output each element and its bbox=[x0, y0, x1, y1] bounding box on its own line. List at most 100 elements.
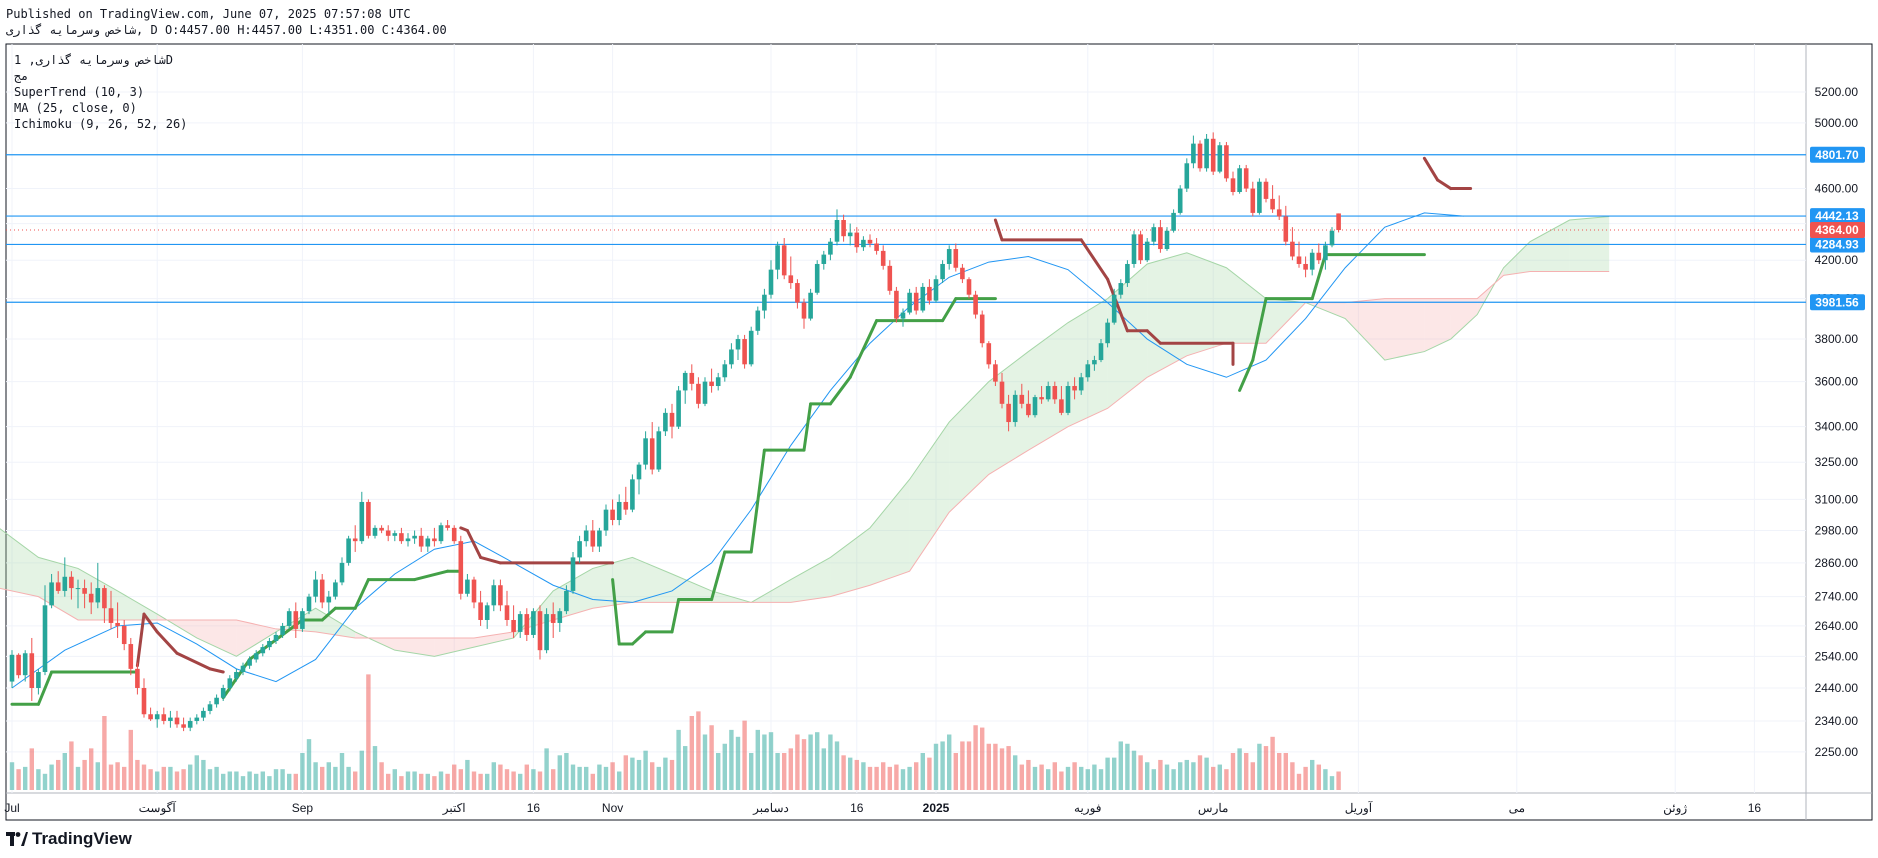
candle[interactable] bbox=[1012, 390, 1018, 427]
candle[interactable] bbox=[1257, 178, 1262, 215]
candle[interactable] bbox=[62, 557, 68, 597]
candle[interactable] bbox=[352, 525, 358, 552]
candle[interactable] bbox=[1329, 227, 1335, 248]
candle[interactable] bbox=[75, 579, 81, 609]
candle[interactable] bbox=[828, 238, 833, 261]
candle[interactable] bbox=[689, 364, 695, 391]
candle[interactable] bbox=[247, 656, 252, 669]
candle[interactable] bbox=[979, 310, 985, 348]
candle[interactable] bbox=[1151, 223, 1157, 246]
candle[interactable] bbox=[610, 499, 615, 526]
candle[interactable] bbox=[168, 710, 173, 728]
candle[interactable] bbox=[781, 238, 787, 280]
candle[interactable] bbox=[630, 474, 635, 513]
candle[interactable] bbox=[1230, 171, 1236, 196]
candle[interactable] bbox=[484, 602, 490, 629]
price-lines[interactable] bbox=[6, 154, 1806, 303]
candle[interactable] bbox=[1237, 164, 1242, 194]
candles[interactable] bbox=[9, 132, 1341, 732]
candle[interactable] bbox=[1276, 195, 1282, 220]
candle[interactable] bbox=[471, 576, 477, 609]
candle[interactable] bbox=[801, 298, 807, 329]
candle[interactable] bbox=[735, 334, 741, 361]
candle[interactable] bbox=[22, 650, 28, 682]
candle[interactable] bbox=[1197, 140, 1203, 172]
candle[interactable] bbox=[999, 372, 1005, 409]
candle[interactable] bbox=[154, 710, 160, 728]
candle[interactable] bbox=[722, 360, 728, 382]
candle[interactable] bbox=[1125, 260, 1130, 287]
candle[interactable] bbox=[1191, 135, 1196, 169]
price-axis[interactable]: 2250.00 2340.00 2440.00 2540.00 2640.00 2740.… bbox=[1810, 85, 1865, 759]
candle[interactable] bbox=[135, 662, 140, 695]
candle[interactable] bbox=[174, 710, 180, 728]
candle[interactable] bbox=[425, 535, 431, 552]
candle[interactable] bbox=[1032, 394, 1038, 418]
candle[interactable] bbox=[1085, 360, 1091, 382]
candle[interactable] bbox=[1111, 288, 1117, 325]
candle[interactable] bbox=[498, 579, 503, 612]
candle[interactable] bbox=[636, 462, 642, 495]
candle[interactable] bbox=[537, 605, 543, 660]
candle[interactable] bbox=[128, 637, 134, 676]
candle[interactable] bbox=[1065, 381, 1071, 416]
candle[interactable] bbox=[1045, 381, 1051, 402]
candle[interactable] bbox=[1052, 381, 1058, 404]
candle[interactable] bbox=[326, 590, 332, 615]
candle[interactable] bbox=[702, 377, 708, 407]
candle[interactable] bbox=[854, 227, 860, 253]
candle[interactable] bbox=[1171, 209, 1176, 233]
candle[interactable] bbox=[1098, 339, 1104, 363]
candle[interactable] bbox=[214, 694, 219, 708]
candle[interactable] bbox=[201, 707, 206, 721]
candle[interactable] bbox=[1144, 238, 1150, 263]
candle[interactable] bbox=[768, 260, 774, 299]
candle[interactable] bbox=[42, 585, 48, 676]
candle[interactable] bbox=[148, 707, 153, 721]
candle[interactable] bbox=[451, 525, 457, 544]
candle[interactable] bbox=[240, 662, 246, 676]
candle[interactable] bbox=[36, 668, 41, 695]
candle[interactable] bbox=[511, 605, 516, 638]
candle[interactable] bbox=[795, 279, 800, 309]
candle[interactable] bbox=[788, 256, 794, 289]
candle[interactable] bbox=[359, 491, 365, 544]
candle[interactable] bbox=[616, 494, 622, 526]
candle[interactable] bbox=[1316, 243, 1322, 264]
candle[interactable] bbox=[207, 701, 213, 715]
candle[interactable] bbox=[69, 571, 74, 600]
candle[interactable] bbox=[1072, 377, 1077, 400]
candle[interactable] bbox=[1290, 227, 1295, 261]
candle[interactable] bbox=[669, 403, 675, 439]
candle[interactable] bbox=[253, 650, 259, 663]
candle[interactable] bbox=[108, 590, 114, 629]
candle[interactable] bbox=[966, 277, 972, 299]
candle[interactable] bbox=[379, 525, 384, 534]
candle[interactable] bbox=[286, 608, 292, 629]
candle[interactable] bbox=[550, 602, 556, 638]
candle[interactable] bbox=[1283, 205, 1289, 246]
candle[interactable] bbox=[418, 527, 424, 552]
candle[interactable] bbox=[682, 370, 688, 404]
candle[interactable] bbox=[306, 593, 312, 615]
candle[interactable] bbox=[16, 653, 21, 679]
candle[interactable] bbox=[445, 520, 450, 531]
candle[interactable] bbox=[346, 535, 351, 566]
candle[interactable] bbox=[748, 326, 754, 367]
candle[interactable] bbox=[300, 608, 305, 632]
candle[interactable] bbox=[729, 343, 734, 369]
candle[interactable] bbox=[821, 250, 827, 270]
candle[interactable] bbox=[927, 279, 932, 305]
candle[interactable] bbox=[960, 263, 965, 284]
candle[interactable] bbox=[557, 608, 563, 632]
candle[interactable] bbox=[55, 571, 61, 594]
candle[interactable] bbox=[234, 668, 239, 682]
candle[interactable] bbox=[141, 678, 147, 718]
candle[interactable] bbox=[775, 241, 780, 280]
candle[interactable] bbox=[517, 611, 523, 638]
candle[interactable] bbox=[1026, 390, 1031, 418]
candle[interactable] bbox=[715, 372, 721, 391]
candle[interactable] bbox=[491, 579, 497, 612]
candle[interactable] bbox=[372, 525, 378, 539]
